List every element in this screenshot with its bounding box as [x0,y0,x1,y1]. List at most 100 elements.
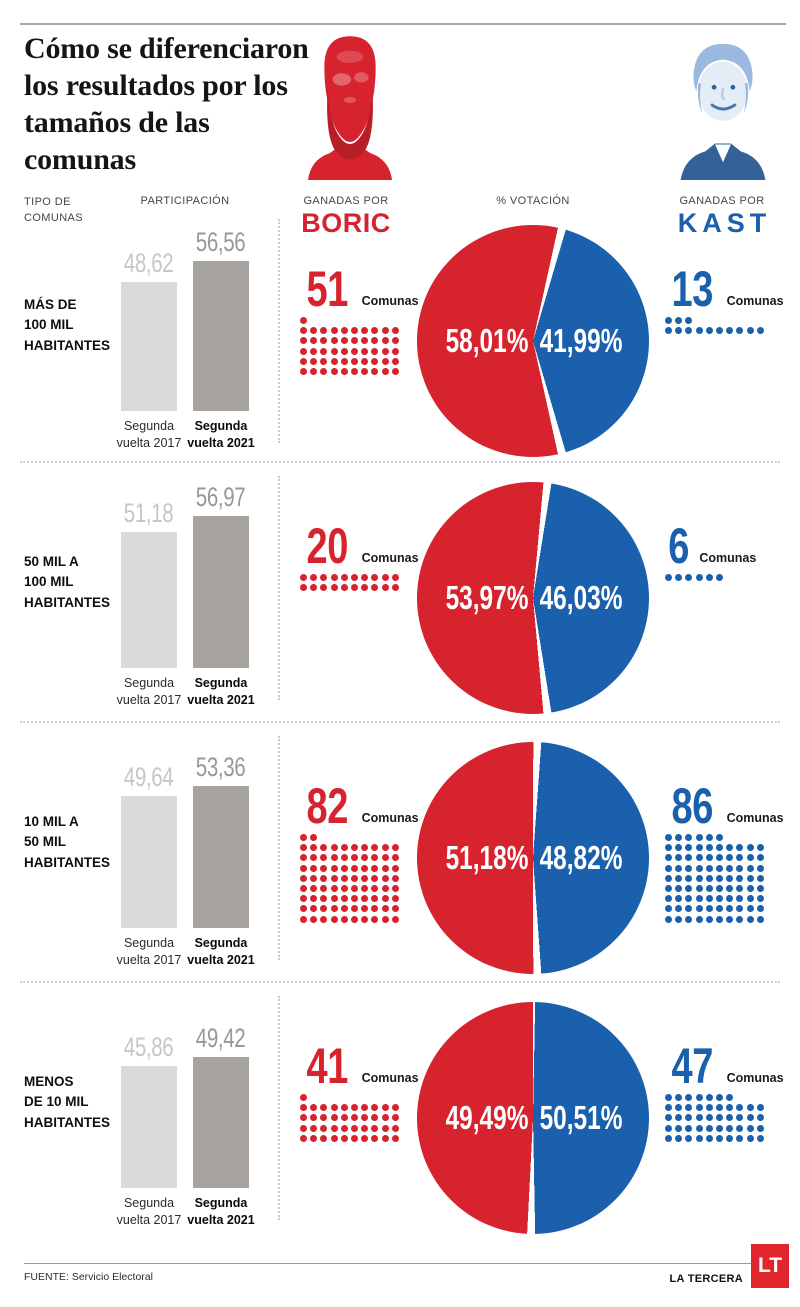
comuna-dot [330,584,338,592]
comuna-dot [391,874,399,882]
comuna-dot [705,1114,713,1122]
comuna-dot [340,1124,348,1132]
comuna-size-row: MÁS DE 100 MIL HABITANTES 48,62 56,56 Se… [0,205,800,465]
boric-comunas-dots [300,317,402,378]
comuna-dot [705,854,713,862]
comuna-dot [685,1094,693,1101]
comuna-dot [361,854,369,862]
kast-comunas-number: 86 [671,778,714,834]
comunas-label: Comunas [361,1071,419,1085]
comuna-dot [371,357,379,365]
column-header-ganadas-por-boric: GANADAS POR BORIC [286,195,406,239]
comuna-dot [300,584,307,592]
comuna-dot [675,574,683,581]
comuna-dot [695,844,703,852]
bar-value-label: 49,64 [124,762,174,792]
comuna-dot [381,574,389,581]
comuna-dot [381,884,389,892]
kast-portrait-image [680,43,766,180]
comuna-dot [685,905,693,913]
comuna-dot [310,574,318,581]
comuna-dot [310,834,318,841]
comuna-dot [685,317,693,324]
comuna-dot [705,905,713,913]
dot-spacer [371,1094,378,1101]
comuna-dot [391,337,399,345]
comuna-dot [381,905,389,913]
comuna-dot [350,895,358,903]
comuna-dot [736,1134,744,1142]
comuna-dot [715,844,723,852]
bar-participacion-2021 [193,261,249,411]
comuna-dot [746,844,754,852]
comuna-dot [705,1124,713,1132]
comuna-dot [381,864,389,872]
bar-value-label: 48,62 [124,248,174,278]
comuna-dot [310,884,318,892]
comuna-dot [340,327,348,335]
comuna-dot [340,584,348,592]
dot-spacer [341,317,348,324]
comuna-dot [340,915,348,923]
comuna-dot [340,357,348,365]
dot-spacer [382,1094,389,1101]
comuna-dot [391,1134,399,1142]
row-separator [20,981,780,983]
comuna-dot [381,854,389,862]
comuna-dot [715,1094,723,1101]
comuna-dot [391,347,399,355]
dot-spacer [726,317,733,324]
comuna-dot [350,1104,358,1112]
comuna-dot [330,327,338,335]
comuna-dot [675,895,683,903]
comuna-dot [685,1114,693,1122]
dot-spacer [726,834,733,841]
comuna-dot [371,895,379,903]
comuna-dot [695,327,703,335]
comuna-dot [300,337,307,345]
bar-caption-2021: Segunda vuelta 2021 [187,419,255,450]
comuna-dot [320,574,328,581]
comuna-dot [715,905,723,913]
comuna-dot [726,1094,734,1101]
comuna-dot [381,1134,389,1142]
comuna-dot [361,327,369,335]
bar-value-2017: 51,18 [103,498,195,529]
comuna-dot [381,1104,389,1112]
column-header-participacion: PARTICIPACIÓN [140,195,230,207]
comuna-dot [695,1094,703,1101]
comuna-dot [705,327,713,335]
comuna-dot [715,874,723,882]
comuna-dot [320,357,328,365]
comuna-dot [675,884,683,892]
comuna-dot [300,1094,307,1101]
comuna-dot [665,915,672,923]
bar-caption-2021: Segunda vuelta 2021 [187,936,255,967]
row-separator [20,461,780,463]
comuna-dot [756,1124,764,1132]
comuna-dot [361,584,369,592]
comuna-dot [371,574,379,581]
comuna-dot [310,854,318,862]
comuna-dot [695,895,703,903]
comuna-dot [726,1114,734,1122]
boric-pct-label: 49,49% [445,1099,529,1136]
comuna-dot [340,874,348,882]
kast-comunas-dots [665,834,767,926]
comuna-dot [300,317,307,324]
comuna-dot [726,1104,734,1112]
dot-spacer [747,834,754,841]
comuna-dot [361,357,369,365]
comuna-dot [350,874,358,882]
comuna-dot [675,874,683,882]
comuna-dot [685,844,693,852]
comuna-dot [756,1114,764,1122]
comuna-dot [310,1124,318,1132]
comuna-dot [665,1114,672,1122]
bar-participacion-2021 [193,1057,249,1188]
boric-comunas-dots [300,834,402,926]
boric-comunas-count: 41 Comunas [300,1041,419,1091]
boric-label: BORIC [301,208,391,238]
dot-spacer [392,317,399,324]
comuna-dot [715,574,723,581]
